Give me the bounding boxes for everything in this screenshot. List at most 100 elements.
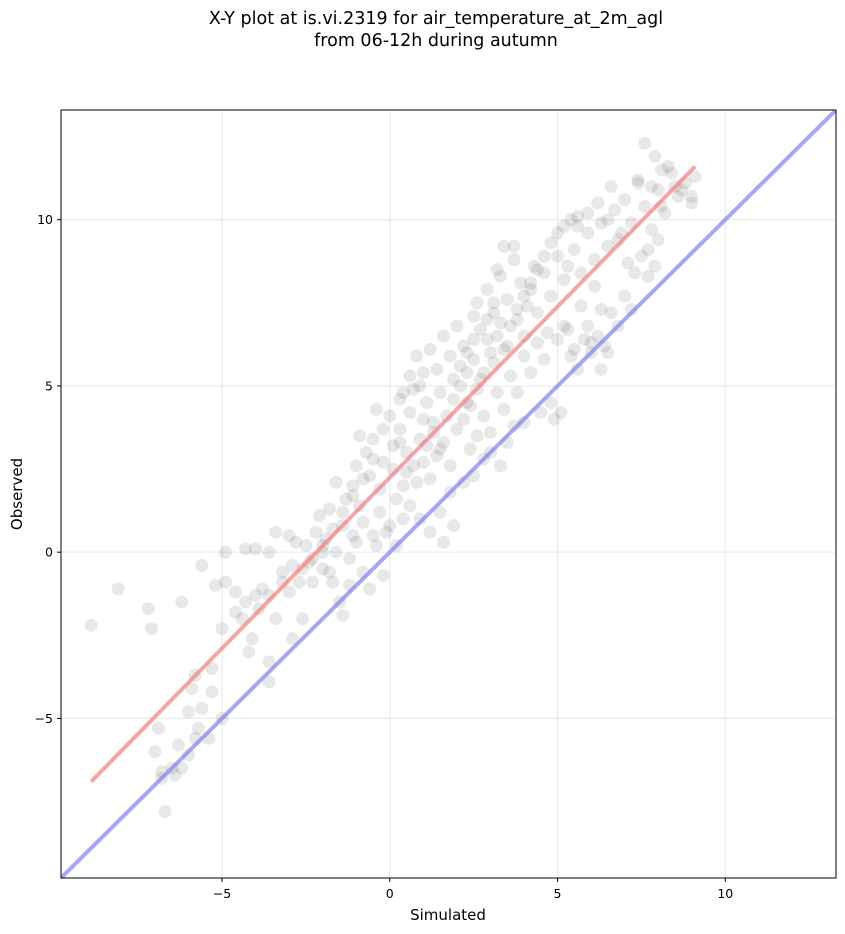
x-tick-label: −5: [213, 886, 231, 901]
data-point: [537, 249, 551, 263]
data-point: [561, 259, 575, 273]
data-point: [366, 452, 380, 466]
data-point: [363, 582, 377, 596]
data-point: [413, 379, 427, 393]
data-point: [634, 249, 648, 263]
data-point: [530, 306, 544, 320]
data-point: [262, 655, 276, 669]
data-point: [644, 223, 658, 237]
data-point: [309, 525, 323, 539]
data-point: [554, 406, 568, 420]
data-point: [436, 329, 450, 343]
data-point: [433, 386, 447, 400]
data-point: [591, 196, 605, 210]
data-point: [346, 489, 360, 503]
data-point: [510, 312, 524, 326]
data-point: [346, 529, 360, 543]
data-point: [467, 309, 481, 323]
data-point: [369, 539, 383, 553]
data-point: [218, 575, 232, 589]
data-point: [195, 701, 209, 715]
data-point: [245, 632, 259, 646]
data-point: [436, 435, 450, 449]
data-point: [658, 206, 672, 220]
data-point: [524, 366, 538, 380]
data-point: [376, 455, 390, 469]
data-point: [631, 173, 645, 187]
data-point: [292, 575, 306, 589]
data-point: [205, 662, 219, 676]
data-point: [359, 445, 373, 459]
data-point: [148, 745, 162, 759]
chart-title: X-Y plot at is.vi.2319 for air_temperatu…: [0, 8, 845, 52]
y-tick-label: 10: [37, 212, 53, 227]
chart-title-line-2: from 06-12h during autumn: [314, 31, 558, 51]
data-point: [453, 379, 467, 393]
data-point: [393, 422, 407, 436]
data-point: [483, 346, 497, 360]
data-point: [504, 369, 518, 383]
y-axis-label: Observed: [8, 458, 26, 530]
data-point: [604, 179, 618, 193]
data-point: [396, 512, 410, 526]
data-point: [299, 539, 313, 553]
data-point: [581, 319, 595, 333]
data-point: [420, 396, 434, 410]
data-point: [312, 509, 326, 523]
y-tick-label: 5: [45, 378, 53, 393]
data-point: [255, 582, 269, 596]
data-point: [386, 439, 400, 453]
data-point: [319, 532, 333, 546]
data-point: [282, 529, 296, 543]
data-point: [322, 502, 336, 516]
data-point: [497, 239, 511, 253]
data-point: [641, 243, 655, 257]
data-point: [423, 342, 437, 356]
data-point: [648, 259, 662, 273]
data-point: [376, 422, 390, 436]
data-point: [494, 316, 508, 330]
data-point: [551, 249, 565, 263]
data-point: [316, 562, 330, 576]
data-point: [577, 332, 591, 346]
data-point: [171, 738, 185, 752]
data-point: [423, 525, 437, 539]
data-point: [443, 349, 457, 363]
data-point: [524, 283, 538, 297]
data-point: [574, 266, 588, 280]
data-point: [326, 575, 340, 589]
data-point: [389, 492, 403, 506]
data-point: [218, 545, 232, 559]
data-point: [463, 399, 477, 413]
data-point: [490, 263, 504, 277]
data-point: [510, 386, 524, 400]
data-point: [547, 412, 561, 426]
data-point: [510, 302, 524, 316]
data-point: [296, 612, 310, 626]
data-point: [581, 226, 595, 240]
data-point: [406, 382, 420, 396]
data-point: [322, 565, 336, 579]
plot-frame: [60, 109, 837, 879]
x-tick-label: 5: [554, 886, 562, 901]
data-point: [480, 312, 494, 326]
data-point: [346, 479, 360, 493]
data-point: [470, 296, 484, 310]
data-point: [467, 352, 481, 366]
data-point: [665, 166, 679, 180]
data-point: [480, 332, 494, 346]
data-point: [618, 289, 632, 303]
data-point: [530, 336, 544, 350]
data-point: [587, 253, 601, 267]
data-point: [426, 416, 440, 430]
data-point: [430, 362, 444, 376]
data-point: [181, 705, 195, 719]
data-point: [111, 582, 125, 596]
data-point: [651, 183, 665, 197]
data-point: [497, 342, 511, 356]
data-point: [500, 339, 514, 353]
data-point: [416, 455, 430, 469]
data-point: [262, 675, 276, 689]
data-point: [373, 505, 387, 519]
data-point: [151, 721, 165, 735]
